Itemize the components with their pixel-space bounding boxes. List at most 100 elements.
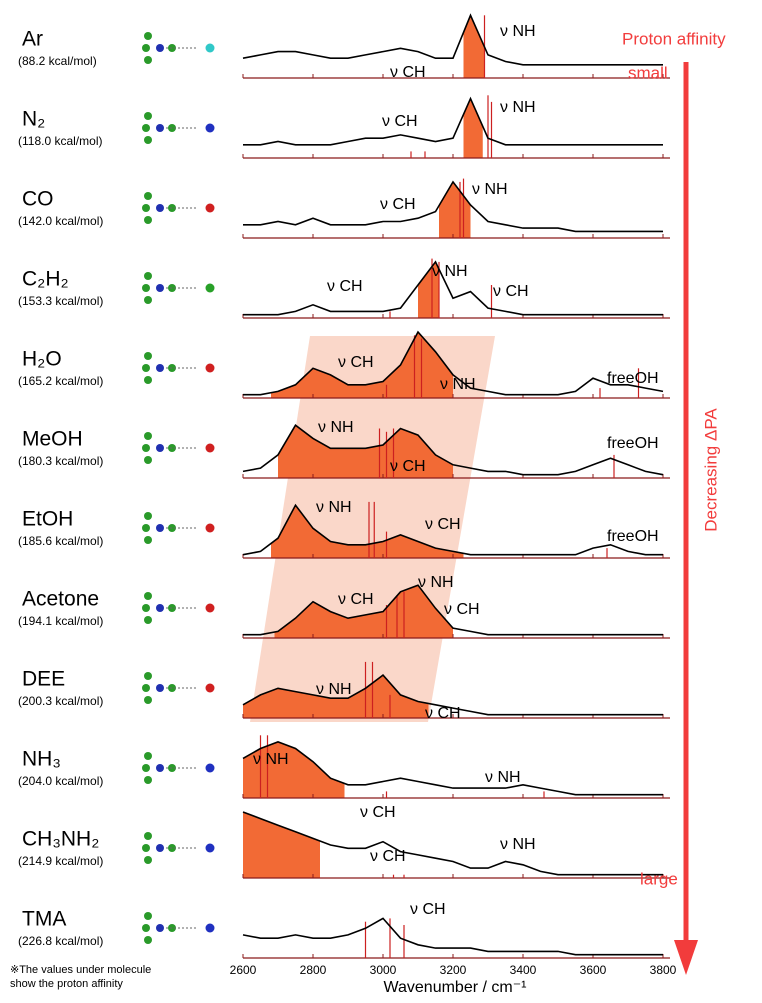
- proton-affinity: (185.6 kcal/mol): [18, 534, 103, 548]
- x-tick-label: 3600: [580, 963, 607, 977]
- atom: [206, 204, 215, 213]
- annotation: ν CH: [360, 804, 396, 821]
- atom: [144, 512, 152, 520]
- atom: [142, 524, 150, 532]
- atom: [206, 44, 215, 53]
- atom: [206, 684, 215, 693]
- x-tick-label: 3000: [370, 963, 397, 977]
- annotation: ν CH: [327, 278, 363, 295]
- annotation: ν CH: [410, 901, 446, 918]
- proton-affinity: (142.0 kcal/mol): [18, 214, 103, 228]
- spectrum: [243, 99, 663, 145]
- annotation: ν CH: [425, 705, 461, 722]
- atom: [144, 936, 152, 944]
- proton-affinity: (118.0 kcal/mol): [18, 134, 102, 148]
- proton-affinity: (88.2 kcal/mol): [18, 54, 97, 68]
- atom: [142, 364, 150, 372]
- atom: [144, 432, 152, 440]
- atom: [142, 684, 150, 692]
- proton-affinity: (204.0 kcal/mol): [18, 774, 103, 788]
- atom: [142, 764, 150, 772]
- annotation: ν NH: [316, 681, 352, 698]
- atom: [206, 524, 215, 533]
- annotation: ν NH: [440, 376, 476, 393]
- annotation: freeOH: [607, 435, 659, 452]
- atom: [144, 456, 152, 464]
- atom: [156, 684, 164, 692]
- atom: [144, 696, 152, 704]
- small-label: small: [628, 63, 668, 82]
- atom: [142, 444, 150, 452]
- annotation: ν CH: [380, 196, 416, 213]
- annotation: ν CH: [390, 458, 426, 475]
- atom: [206, 364, 215, 373]
- atom: [144, 136, 152, 144]
- atom: [144, 376, 152, 384]
- atom: [144, 752, 152, 760]
- atom: [206, 284, 215, 293]
- atom: [156, 764, 164, 772]
- annotation: ν NH: [472, 181, 508, 198]
- atom: [144, 192, 152, 200]
- x-tick-label: 3200: [440, 963, 467, 977]
- atom: [144, 616, 152, 624]
- molecule-name: DEE: [22, 668, 65, 691]
- atom: [206, 444, 215, 453]
- x-tick-label: 3800: [650, 963, 677, 977]
- annotation: ν NH: [418, 574, 454, 591]
- annotation: ν NH: [500, 99, 536, 116]
- proton-affinity: (180.3 kcal/mol): [18, 454, 103, 468]
- proton-affinity-label: Proton affinity: [622, 29, 726, 48]
- x-tick-label: 2800: [300, 963, 327, 977]
- x-axis-label: Wavenumber / cm⁻¹: [384, 979, 527, 996]
- atom: [142, 604, 150, 612]
- molecule-name: NH₃: [22, 748, 61, 771]
- molecule-name: MeOH: [22, 428, 83, 451]
- annotation: ν NH: [432, 263, 468, 280]
- molecule-name: CO: [22, 188, 54, 211]
- nh-fill: [439, 182, 471, 238]
- atom: [142, 924, 150, 932]
- atom: [144, 272, 152, 280]
- atom: [144, 832, 152, 840]
- annotation: ν CH: [425, 516, 461, 533]
- atom: [144, 112, 152, 120]
- x-tick-label: 3400: [510, 963, 537, 977]
- atom: [142, 204, 150, 212]
- molecule-name: Ar: [22, 28, 43, 51]
- atom: [156, 284, 164, 292]
- atom: [142, 124, 150, 132]
- proton-affinity: (226.8 kcal/mol): [18, 934, 103, 948]
- atom: [206, 604, 215, 613]
- molecule-name: C₂H₂: [22, 268, 69, 291]
- molecule-name: Acetone: [22, 588, 99, 611]
- atom: [206, 844, 215, 853]
- atom: [144, 856, 152, 864]
- nh-fill: [243, 812, 320, 878]
- atom: [144, 592, 152, 600]
- proton-affinity: (194.1 kcal/mol): [18, 614, 103, 628]
- molecule-name: CH₃NH₂: [22, 828, 99, 851]
- atom: [144, 672, 152, 680]
- annotation: ν CH: [338, 591, 374, 608]
- atom: [142, 844, 150, 852]
- annotation: freeOH: [607, 528, 659, 545]
- annotation: ν NH: [316, 499, 352, 516]
- atom: [142, 284, 150, 292]
- footnote: show the proton affinity: [10, 978, 123, 990]
- footnote: ※The values under molecule: [10, 964, 151, 976]
- molecule-name: EtOH: [22, 508, 73, 531]
- proton-affinity: (165.2 kcal/mol): [18, 374, 103, 388]
- proton-affinity: (153.3 kcal/mol): [18, 294, 103, 308]
- atom: [144, 216, 152, 224]
- atom: [156, 524, 164, 532]
- annotation: ν CH: [370, 848, 406, 865]
- spectrum: [243, 15, 663, 65]
- atom: [144, 296, 152, 304]
- proton-affinity: (200.3 kcal/mol): [18, 694, 103, 708]
- atom: [206, 924, 215, 933]
- atom: [144, 776, 152, 784]
- atom: [142, 44, 150, 52]
- atom: [156, 444, 164, 452]
- molecule-name: TMA: [22, 908, 66, 931]
